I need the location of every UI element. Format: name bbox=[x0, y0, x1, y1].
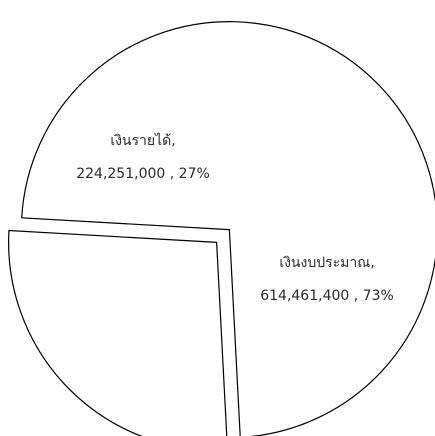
slice-label-revenue-name: เงินรายได้, bbox=[110, 132, 175, 149]
slices-layer bbox=[8, 21, 435, 436]
slice-label-budget-value: 614,461,400 , 73% bbox=[260, 288, 394, 304]
slice-label-revenue-value: 224,251,000 , 27% bbox=[76, 166, 210, 182]
slice-label-budget-name: เงินงบประมาณ, bbox=[279, 255, 374, 271]
slice-revenue bbox=[8, 229, 228, 436]
slice-budget bbox=[21, 21, 435, 436]
